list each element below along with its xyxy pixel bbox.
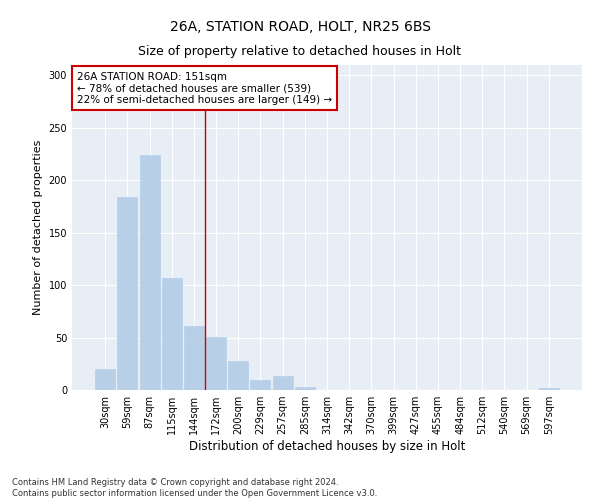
Text: 26A, STATION ROAD, HOLT, NR25 6BS: 26A, STATION ROAD, HOLT, NR25 6BS <box>170 20 431 34</box>
Bar <box>95 369 115 390</box>
Bar <box>295 387 315 390</box>
Text: Size of property relative to detached houses in Holt: Size of property relative to detached ho… <box>139 45 461 58</box>
Bar <box>206 336 226 390</box>
Bar <box>228 360 248 390</box>
Text: Contains HM Land Registry data © Crown copyright and database right 2024.
Contai: Contains HM Land Registry data © Crown c… <box>12 478 377 498</box>
Bar <box>140 155 160 390</box>
Bar <box>118 197 137 390</box>
Bar <box>162 278 182 390</box>
Bar <box>272 376 293 390</box>
Text: 26A STATION ROAD: 151sqm
← 78% of detached houses are smaller (539)
22% of semi-: 26A STATION ROAD: 151sqm ← 78% of detach… <box>77 72 332 104</box>
Bar <box>184 326 204 390</box>
X-axis label: Distribution of detached houses by size in Holt: Distribution of detached houses by size … <box>189 440 465 453</box>
Bar <box>250 380 271 390</box>
Bar <box>539 388 559 390</box>
Y-axis label: Number of detached properties: Number of detached properties <box>33 140 43 315</box>
